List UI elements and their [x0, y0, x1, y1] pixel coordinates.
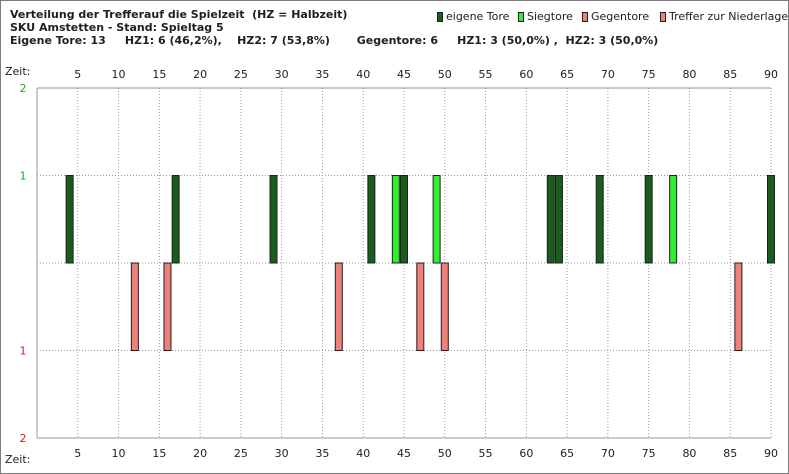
x-tick-top-30: 30: [275, 68, 289, 81]
x-tick-bottom-45: 45: [397, 447, 411, 460]
x-tick-bottom-75: 75: [642, 447, 656, 460]
bar-eigene-tore-64: [554, 175, 563, 264]
legend-label-siegtore: Siegtore: [527, 10, 573, 23]
bar-siegtore-49: [432, 175, 441, 264]
x-tick-bottom-40: 40: [356, 447, 370, 460]
x-tick-top-40: 40: [356, 68, 370, 81]
x-tick-top-5: 5: [74, 68, 81, 81]
y-tick-bottom-1: 1: [20, 345, 27, 358]
x-tick-top-20: 20: [193, 68, 207, 81]
x-tick-top-50: 50: [438, 68, 452, 81]
chart-title: Verteilung der Trefferauf die Spielzeit …: [10, 8, 348, 21]
x-tick-top-65: 65: [560, 68, 574, 81]
bar-eigene-tore-63: [546, 175, 555, 264]
bar-eigene-tore-41: [367, 175, 376, 264]
x-tick-top-55: 55: [479, 68, 493, 81]
x-tick-bottom-65: 65: [560, 447, 574, 460]
x-tick-bottom-30: 30: [275, 447, 289, 460]
bars: [65, 175, 775, 351]
x-tick-bottom-5: 5: [74, 447, 81, 460]
x-tick-bottom-70: 70: [601, 447, 615, 460]
x-tick-top-45: 45: [397, 68, 411, 81]
legend-item-eigene-tore: eigene Tore: [437, 10, 509, 23]
goal-summary: Eigene Tore: 13 HZ1: 6 (46,2%), HZ2: 7 (…: [10, 34, 659, 47]
x-tick-top-80: 80: [682, 68, 696, 81]
bar-eigene-tore-29: [269, 175, 278, 264]
legend-item-gegentore: Gegentore: [582, 10, 649, 23]
bar-gegentore-37: [334, 262, 343, 351]
bar-eigene-tore-75: [644, 175, 653, 264]
x-axis-label-bottom: Zeit:: [5, 453, 30, 466]
team-subtitle: SKU Amstetten - Stand: Spieltag 5: [10, 21, 224, 34]
legend-item-treffer-zur-niederlage: Treffer zur Niederlage: [660, 10, 788, 23]
bar-eigene-tore-90: [767, 175, 775, 264]
x-tick-bottom-25: 25: [234, 447, 248, 460]
x-tick-top-35: 35: [315, 68, 329, 81]
bar-gegentore-12: [130, 262, 139, 351]
x-tick-bottom-10: 10: [112, 447, 126, 460]
legend-label-treffer-zur-niederlage: Treffer zur Niederlage: [669, 10, 789, 23]
bar-eigene-tore-17: [171, 175, 180, 264]
legend-label-eigene-tore: eigene Tore: [446, 10, 510, 23]
x-axis-label-top: Zeit:: [5, 65, 30, 78]
bar-eigene-tore-45: [400, 175, 408, 264]
x-tick-top-85: 85: [723, 68, 737, 81]
tick-labels: 5510101515202025253030353540404545505055…: [5, 65, 778, 466]
y-tick-bottom-2: 2: [20, 432, 27, 445]
bar-eigene-tore-69: [595, 175, 604, 264]
x-tick-bottom-20: 20: [193, 447, 207, 460]
x-tick-bottom-80: 80: [682, 447, 696, 460]
x-tick-top-15: 15: [152, 68, 166, 81]
x-tick-bottom-60: 60: [519, 447, 533, 460]
x-tick-bottom-55: 55: [479, 447, 493, 460]
x-tick-top-25: 25: [234, 68, 248, 81]
legend-swatch-siegtore: [518, 11, 524, 22]
legend-swatch-treffer-zur-niederlage: [660, 11, 666, 22]
legend-label-gegentore: Gegentore: [591, 10, 650, 23]
legend-item-siegtore: Siegtore: [518, 10, 573, 23]
legend-swatch-eigene-tore: [437, 11, 443, 22]
x-tick-bottom-85: 85: [723, 447, 737, 460]
x-tick-bottom-15: 15: [152, 447, 166, 460]
bar-gegentore-86: [734, 262, 743, 351]
x-tick-bottom-35: 35: [315, 447, 329, 460]
bar-eigene-tore-4: [65, 175, 74, 264]
x-tick-bottom-90: 90: [764, 447, 778, 460]
x-tick-top-90: 90: [764, 68, 778, 81]
bar-siegtore-44: [391, 175, 400, 264]
x-tick-top-10: 10: [112, 68, 126, 81]
y-tick-top-2: 2: [20, 82, 27, 95]
x-tick-top-60: 60: [519, 68, 533, 81]
x-tick-bottom-50: 50: [438, 447, 452, 460]
bar-gegentore-50: [440, 262, 449, 351]
y-tick-top-1: 1: [20, 170, 27, 183]
axes: [36, 87, 771, 439]
x-tick-top-70: 70: [601, 68, 615, 81]
x-tick-top-75: 75: [642, 68, 656, 81]
legend-swatch-gegentore: [582, 11, 588, 22]
bar-siegtore-78: [669, 175, 678, 264]
bar-gegentore-16: [163, 262, 172, 351]
bar-gegentore-47: [416, 262, 425, 351]
